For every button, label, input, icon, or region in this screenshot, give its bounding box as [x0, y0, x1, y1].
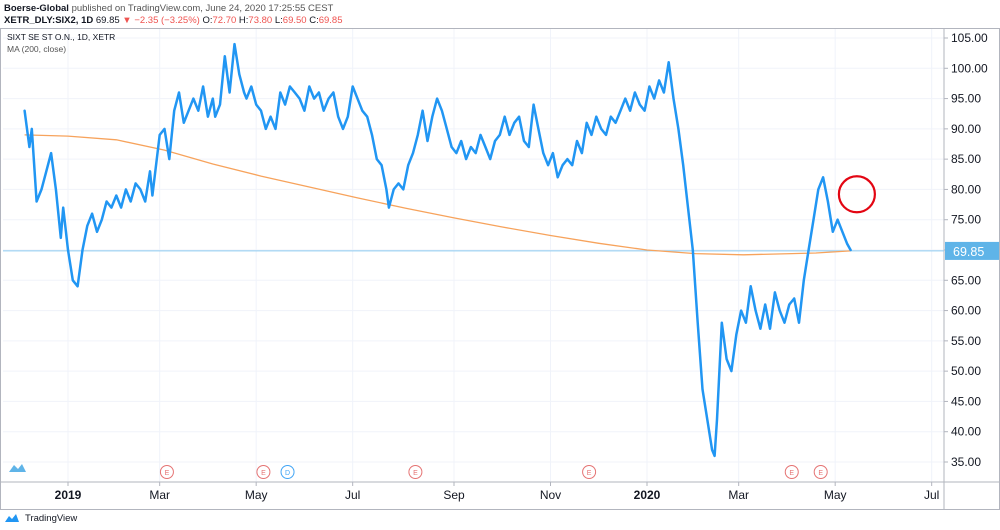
x-tick-label: Sep — [443, 488, 465, 502]
change-value: ▼ −2.35 (−3.25%) — [122, 15, 200, 26]
open-label: O: — [202, 15, 213, 26]
x-tick-label: Mar — [728, 488, 749, 502]
x-tick-label: May — [245, 488, 268, 502]
legend-indicator: MA (200, close) — [7, 44, 67, 54]
y-tick-label: 90.00 — [951, 122, 981, 136]
y-tick-label: 105.00 — [951, 31, 988, 45]
y-tick-label: 55.00 — [951, 334, 981, 348]
event-marker-label: D — [285, 470, 290, 477]
last-price-tag-label: 69.85 — [953, 245, 984, 259]
y-tick-label: 40.00 — [951, 425, 981, 439]
earnings-marker[interactable] — [408, 465, 423, 479]
y-tick-label: 85.00 — [951, 152, 981, 166]
published-text: published on TradingView.com, June 24, 2… — [71, 3, 334, 14]
open-value: 72.70 — [212, 15, 237, 26]
tradingview-watermark-icon — [9, 464, 26, 472]
event-marker-label: E — [413, 470, 418, 477]
legend-title: SIXT SE ST O.N., 1D, XETR — [7, 32, 116, 42]
y-tick-label: 75.00 — [951, 213, 981, 227]
close-label: C: — [309, 15, 319, 26]
earnings-marker[interactable] — [256, 465, 271, 479]
y-tick-label: 60.00 — [951, 304, 981, 318]
x-tick-label: 2019 — [55, 488, 82, 502]
symbol-label: XETR_DLY:SIX2, 1D — [4, 15, 94, 26]
earnings-marker[interactable] — [582, 465, 597, 479]
y-tick-label: 35.00 — [951, 455, 981, 469]
high-label: H: — [238, 15, 249, 26]
brand-name: TradingView — [25, 512, 78, 524]
event-marker-label: E — [587, 470, 592, 477]
y-tick-label: 100.00 — [951, 61, 988, 75]
x-tick-label: Jul — [345, 488, 360, 502]
x-tick-label: 2020 — [634, 488, 661, 502]
footer: TradingView — [4, 512, 77, 524]
tradingview-logo-icon — [5, 514, 19, 522]
earnings-marker[interactable] — [784, 465, 799, 479]
x-tick-label: Mar — [149, 488, 170, 502]
y-tick-label: 80.00 — [951, 182, 981, 196]
publisher-name: Boerse-Global — [4, 3, 69, 14]
price-line[interactable] — [23, 42, 852, 458]
y-tick-label: 65.00 — [951, 273, 981, 287]
low-label: L: — [274, 15, 283, 26]
earnings-marker[interactable] — [159, 465, 174, 479]
x-tick-label: May — [824, 488, 847, 502]
highlight-circle — [837, 175, 876, 214]
high-value: 73.80 — [248, 15, 273, 26]
price-chart[interactable]: 35.0040.0045.0050.0055.0060.0065.0070.00… — [0, 28, 1000, 510]
chart-area[interactable]: 35.0040.0045.0050.0055.0060.0065.0070.00… — [0, 28, 1000, 510]
chart-legend: SIXT SE ST O.N., 1D, XETR MA (200, close… — [7, 31, 115, 55]
close-value: 69.85 — [318, 15, 343, 26]
event-marker-label: E — [818, 470, 823, 477]
publish-info: Boerse-Global published on TradingView.c… — [4, 3, 333, 14]
last-value: 69.85 — [95, 15, 120, 26]
event-marker-label: E — [165, 470, 170, 477]
low-value: 69.50 — [282, 15, 307, 26]
last-price-tag — [945, 241, 999, 260]
y-tick-label: 45.00 — [951, 394, 981, 408]
event-marker-label: E — [261, 470, 266, 477]
y-tick-label: 95.00 — [951, 92, 981, 106]
moving-average-line — [24, 134, 851, 256]
symbol-quote-line: XETR_DLY:SIX2, 1D 69.85 ▼ −2.35 (−3.25%)… — [4, 15, 342, 26]
earnings-marker[interactable] — [813, 465, 828, 479]
dividend-marker[interactable] — [280, 465, 295, 479]
x-tick-label: Nov — [540, 488, 561, 502]
event-marker-label: E — [789, 470, 794, 477]
plot-background — [3, 28, 944, 482]
y-tick-label: 50.00 — [951, 364, 981, 378]
x-tick-label: Jul — [924, 488, 939, 502]
